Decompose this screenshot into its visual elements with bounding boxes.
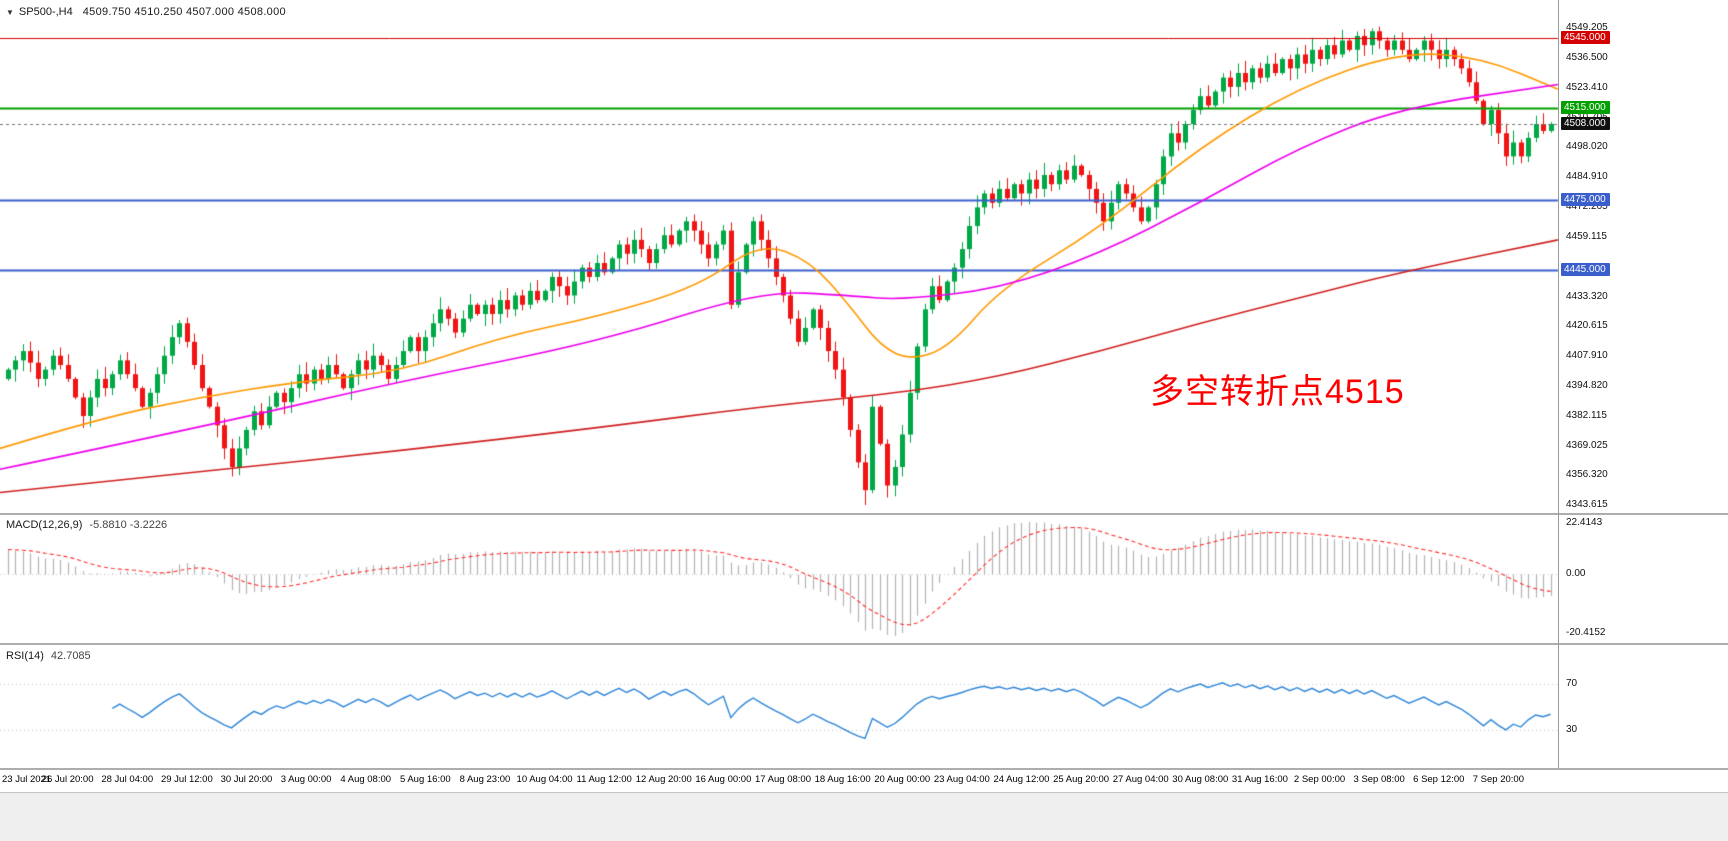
time-tick-label: 6 Sep 12:00	[1413, 774, 1465, 785]
ohlc-values-label: 4509.750 4510.250 4507.000 4508.000	[82, 6, 286, 18]
macd-indicator-header: MACD(12,26,9) -5.8810 -3.2226	[6, 519, 167, 531]
time-tick-label: 26 Jul 20:00	[41, 774, 94, 785]
window-footer	[0, 792, 1728, 841]
time-tick-label: 12 Aug 20:00	[635, 774, 692, 785]
rsi-indicator-values: 42.7085	[50, 650, 91, 662]
price-tick-label: 4498.020	[1566, 141, 1608, 153]
time-tick-label: 10 Aug 04:00	[516, 774, 573, 785]
panel-separator-macd[interactable]	[0, 513, 1728, 515]
time-tick-label: 29 Jul 12:00	[160, 774, 213, 785]
macd-indicator-values: -5.8810 -3.2226	[89, 519, 168, 531]
time-tick-label: 11 Aug 12:00	[576, 774, 632, 785]
time-tick-label: 28 Jul 04:00	[101, 774, 154, 785]
time-tick-label: 30 Aug 08:00	[1172, 774, 1229, 785]
time-tick-label: 24 Aug 12:00	[993, 774, 1050, 785]
time-tick-label: 5 Aug 16:00	[399, 774, 451, 785]
time-tick-label: 3 Aug 00:00	[280, 774, 332, 785]
macd-indicator-name: MACD(12,26,9)	[6, 519, 83, 531]
time-tick-label: 17 Aug 08:00	[755, 774, 811, 785]
price-badge: 4508.000	[1561, 116, 1610, 130]
rsi-indicator-header: RSI(14) 42.7085	[6, 650, 91, 662]
price-badge: 4545.000	[1561, 31, 1610, 45]
time-tick-label: 25 Aug 20:00	[1053, 774, 1110, 785]
macd-tick-label: 22.4143	[1566, 517, 1603, 528]
time-tick-label: 31 Aug 16:00	[1231, 774, 1288, 785]
price-axis[interactable]: 4549.2054536.5004523.4104510.7054498.020…	[1558, 0, 1728, 792]
price-tick-label: 4369.025	[1566, 440, 1608, 452]
price-tick-label: 4420.615	[1566, 320, 1608, 332]
price-tick-label: 4459.115	[1566, 231, 1607, 243]
price-tick-label: 4343.615	[1566, 498, 1608, 510]
time-tick-label: 2 Sep 00:00	[1293, 774, 1346, 785]
time-tick-label: 8 Aug 23:00	[459, 774, 511, 785]
time-tick-label: 27 Aug 04:00	[1112, 774, 1169, 785]
chart-header: ▼ SP500-,H4 4509.750 4510.250 4507.000 450…	[6, 6, 286, 18]
symbol-timeframe-label: SP500-,H4	[18, 6, 73, 18]
time-tick-label: 23 Jul 2021	[2, 774, 52, 785]
price-tick-label: 4356.320	[1566, 469, 1608, 481]
rsi-level-label: 70	[1566, 678, 1578, 690]
price-tick-label: 4472.205	[1566, 200, 1608, 212]
price-tick-label: 4382.115	[1566, 409, 1607, 421]
panel-separator-timeaxis[interactable]	[0, 768, 1728, 770]
time-tick-label: 4 Aug 08:00	[340, 774, 392, 785]
macd-tick-label: 0.00	[1566, 568, 1586, 580]
price-tick-label: 4484.910	[1566, 171, 1608, 183]
time-tick-label: 30 Jul 20:00	[220, 774, 273, 785]
chart-annotation-text[interactable]: 多空转折点4515	[1150, 373, 1405, 411]
panel-separator-rsi[interactable]	[0, 643, 1728, 645]
price-tick-label: 4394.820	[1566, 380, 1608, 392]
time-tick-label: 7 Sep 20:00	[1472, 774, 1524, 785]
price-badge: 4475.000	[1561, 193, 1610, 207]
price-tick-label: 4549.205	[1566, 22, 1608, 34]
price-tick-label: 4536.500	[1566, 51, 1608, 63]
rsi-level-label: 30	[1566, 723, 1578, 735]
price-tick-label: 4433.320	[1566, 291, 1608, 303]
price-tick-label: 4407.910	[1566, 349, 1608, 361]
macd-tick-label: -20.4152	[1566, 627, 1606, 638]
price-badge: 4445.000	[1561, 262, 1610, 276]
time-tick-label: 16 Aug 00:00	[695, 774, 752, 785]
time-tick-label: 18 Aug 16:00	[814, 774, 871, 785]
time-tick-label: 23 Aug 04:00	[933, 774, 990, 785]
time-tick-label: 20 Aug 00:00	[874, 774, 931, 785]
price-badge: 4515.000	[1561, 100, 1610, 114]
price-axis-separator-line	[1558, 0, 1559, 768]
rsi-indicator-name: RSI(14)	[6, 650, 44, 662]
symbol-expander-icon[interactable]: ▼	[6, 7, 14, 17]
time-axis[interactable]: 23 Jul 2021 26 Jul 20:00 28 Jul 04:00 29 Ju…	[0, 770, 1728, 792]
price-tick-label: 4523.410	[1566, 82, 1608, 94]
time-tick-label: 3 Sep 08:00	[1353, 774, 1405, 785]
